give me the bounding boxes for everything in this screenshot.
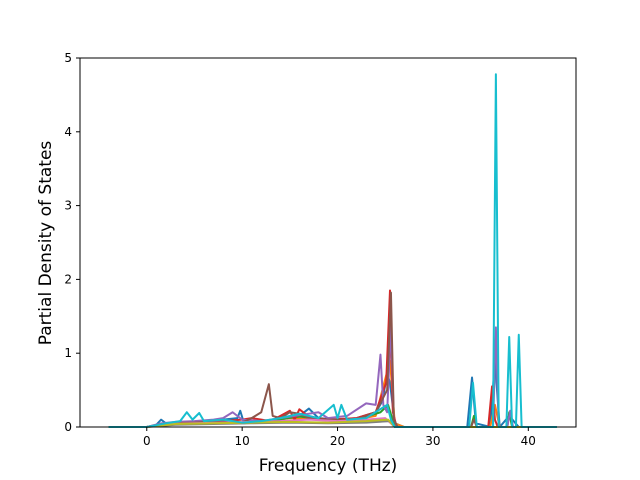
series-line-9	[108, 418, 557, 428]
y-tick-label: 3	[64, 199, 72, 213]
y-tick-label: 5	[64, 51, 72, 65]
y-axis-label: Partial Density of States	[36, 141, 56, 346]
x-axis-ticks: 0 10 20 30 40	[143, 427, 536, 448]
x-tick-label: 30	[425, 434, 440, 448]
y-tick-label: 1	[64, 346, 72, 360]
y-tick-label: 4	[64, 125, 72, 139]
x-tick-label: 10	[235, 434, 250, 448]
series-line-10	[108, 73, 557, 428]
y-tick-label: 2	[64, 272, 72, 286]
y-axis-ticks: 0 1 2 3 4 5	[64, 51, 80, 434]
x-tick-label: 0	[143, 434, 151, 448]
x-axis-label: Frequency (THz)	[259, 456, 398, 476]
plot-frame	[79, 57, 577, 428]
plot-lines	[108, 73, 557, 428]
y-tick-label: 0	[64, 420, 72, 434]
x-tick-label: 20	[330, 434, 345, 448]
x-tick-label: 40	[521, 434, 536, 448]
